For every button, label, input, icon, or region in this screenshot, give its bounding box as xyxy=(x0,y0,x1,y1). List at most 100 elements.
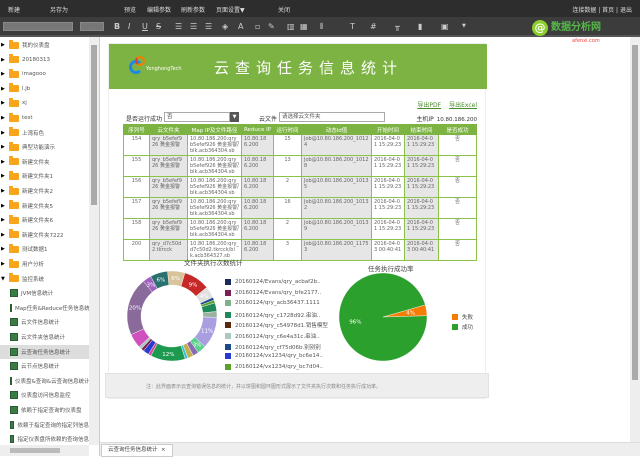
tree-item[interactable]: 云文件夹信息统计 xyxy=(0,330,89,344)
tab-cloud-query-report[interactable]: 云查询任务信息统计 × xyxy=(101,444,173,457)
export-pdf-link[interactable]: 导出PDF xyxy=(417,102,442,109)
collapsed-arrow-icon[interactable]: ▶ xyxy=(1,71,5,78)
collapsed-arrow-icon[interactable]: ▶ xyxy=(1,173,5,180)
align-right-icon[interactable]: ☰ xyxy=(205,22,213,31)
grid-icon[interactable]: # xyxy=(370,22,377,31)
menu-page-settings[interactable]: 页面设置▼ xyxy=(216,7,245,14)
collapsed-arrow-icon[interactable]: ▶ xyxy=(1,144,5,151)
tree-item[interactable]: ▶ test xyxy=(0,111,89,125)
tree-item[interactable]: ▼ 监控系统 xyxy=(0,272,89,286)
collapsed-arrow-icon[interactable]: ▶ xyxy=(1,202,5,209)
tree-item[interactable]: 指定仪表盘所依赖的查询信息 xyxy=(0,432,89,446)
menu-preview[interactable]: 预览 xyxy=(124,7,137,14)
collapsed-arrow-icon[interactable]: ▶ xyxy=(1,56,5,63)
slice-label: 96% xyxy=(349,319,361,325)
pie-slice[interactable] xyxy=(338,272,428,362)
tree-item[interactable]: ▶ 新建文件夹7222 xyxy=(0,228,89,242)
collapsed-arrow-icon[interactable]: ▶ xyxy=(1,246,5,253)
close-tab-icon[interactable]: × xyxy=(161,447,166,453)
font-family-select[interactable] xyxy=(3,22,73,31)
strikethrough-icon[interactable]: S xyxy=(156,22,162,31)
sidebar-horizontal-scrollbar[interactable] xyxy=(0,445,89,456)
tree-item[interactable]: 云文件信息统计 xyxy=(0,315,89,329)
collapsed-arrow-icon[interactable]: ▶ xyxy=(1,188,5,194)
collapsed-arrow-icon[interactable]: ▶ xyxy=(1,85,5,92)
report-canvas: YonghongTech 云查询任务信息统计 导出PDF 导出Excel 是否运… xyxy=(101,37,630,442)
underline-icon[interactable]: U xyxy=(142,22,148,31)
align-center-icon[interactable]: ☰ xyxy=(190,22,198,31)
font-size-select[interactable] xyxy=(80,22,104,31)
menu-refresh-params[interactable]: 刷新参数 xyxy=(181,7,206,14)
tree-item-label: 我的仪表盘 xyxy=(22,43,50,49)
collapsed-arrow-icon[interactable]: ▶ xyxy=(1,217,5,224)
dropdown-arrow-icon[interactable]: ▼ xyxy=(230,112,239,122)
tree-item[interactable]: JVM信息统计 xyxy=(0,286,89,300)
align-left-icon[interactable]: ☰ xyxy=(175,22,183,31)
italic-icon[interactable]: I xyxy=(128,22,131,31)
format-painter-icon[interactable]: ✎ xyxy=(268,22,275,31)
tree-item[interactable]: ▶ l.jb xyxy=(0,82,89,96)
folder-icon xyxy=(9,54,19,64)
tree-item[interactable]: ▶ 新建文件夹5 xyxy=(0,199,89,213)
top-links[interactable]: 连接数据 | 首页 | 退出 xyxy=(572,7,632,14)
expanded-arrow-icon[interactable]: ▼ xyxy=(1,275,5,282)
collapsed-arrow-icon[interactable]: ▶ xyxy=(1,115,5,121)
collapsed-arrow-icon[interactable]: ▶ xyxy=(1,261,5,267)
tree-item[interactable]: 依赖于指定查询的仪表盘 xyxy=(0,403,89,417)
tree-item[interactable]: ▶ 我的仪表盘 xyxy=(0,38,89,52)
table-cell: 155 xyxy=(123,155,150,177)
tree-item[interactable]: ▶ 20180313 xyxy=(0,53,89,67)
report-title: 云查询任务信息统计 xyxy=(214,59,404,77)
tree-item[interactable]: ▶ xj xyxy=(0,96,89,110)
report-icon xyxy=(10,333,18,341)
tree-item[interactable]: ▶ 测试数据1 xyxy=(0,242,89,256)
tree-item[interactable]: 依赖于指定查询的指定列信息 xyxy=(0,418,89,432)
table-cell: Job@10.80.186.200_10135 xyxy=(301,176,372,198)
tree-item[interactable]: 仪表盘访问信息监控 xyxy=(0,388,89,402)
tree-item[interactable]: ▶ 上湾有色 xyxy=(0,126,89,140)
table-icon[interactable]: ╥ xyxy=(395,22,400,31)
export-excel-link[interactable]: 导出Excel xyxy=(449,102,477,109)
bold-icon[interactable]: B xyxy=(114,22,121,31)
menu-new[interactable]: 新建 xyxy=(8,7,21,14)
menu-close[interactable]: 关闭 xyxy=(278,7,291,14)
tree-item[interactable]: ▶ 新建文件夹1 xyxy=(0,169,89,183)
font-color-icon[interactable]: A xyxy=(238,22,244,31)
insert-table-icon[interactable]: ▥ xyxy=(287,22,295,31)
collapsed-arrow-icon[interactable]: ▶ xyxy=(1,42,5,48)
cloud-file-input[interactable]: 请选择云文件夹 xyxy=(279,112,385,122)
border-icon[interactable]: ▫ xyxy=(255,22,261,31)
menu-edit-params[interactable]: 编辑参数 xyxy=(147,7,172,14)
tree-item[interactable]: ▶ 用户分析 xyxy=(0,257,89,271)
tree-item[interactable]: ▶ imagooo xyxy=(0,67,89,81)
tree-item[interactable]: 云查询任务信息统计 xyxy=(0,344,89,359)
sidebar-vertical-scrollbar[interactable] xyxy=(89,37,99,445)
tree-item[interactable]: 云节点信息统计 xyxy=(0,359,89,373)
pie-slice[interactable] xyxy=(150,271,170,289)
insert-crosstab-icon[interactable]: ▦ xyxy=(300,22,308,31)
collapsed-arrow-icon[interactable]: ▶ xyxy=(1,231,5,238)
fill-color-icon[interactable]: ◈ xyxy=(222,22,229,31)
insert-column-icon[interactable]: ⫴ xyxy=(320,22,324,31)
tree-item[interactable]: Map任务&Reduce任务信息统计 xyxy=(0,301,89,315)
tree-item-label: 典型功能演示 xyxy=(22,145,56,152)
menu-save-as[interactable]: 另存为 xyxy=(50,7,69,14)
tree-item[interactable]: ▶ 新建文件夹 xyxy=(0,155,89,169)
report-icon xyxy=(10,435,15,444)
collapsed-arrow-icon[interactable]: ▶ xyxy=(1,100,5,107)
bar-chart-icon[interactable]: ▮ xyxy=(418,22,423,31)
table-cell: 2 xyxy=(273,218,302,240)
folder-icon xyxy=(9,83,19,93)
more-dropdown-icon[interactable]: ▼ xyxy=(462,23,466,29)
text-icon[interactable]: T xyxy=(350,22,355,31)
tree-item[interactable]: ▶ 新建文件夹2 xyxy=(0,184,89,198)
success-filter-select[interactable]: 否 xyxy=(164,112,230,122)
tree-item[interactable]: ▶ 新建文件夹6 xyxy=(0,213,89,227)
tree-item[interactable]: 仪表盘&查询&云查询信息统计 xyxy=(0,374,89,388)
image-icon[interactable]: ▣ xyxy=(441,22,449,31)
collapsed-arrow-icon[interactable]: ▶ xyxy=(1,129,5,136)
tree-item[interactable]: ▶ 典型功能演示 xyxy=(0,140,89,154)
table-cell: Job@10.80.186.200_10128 xyxy=(301,155,372,177)
main-vertical-scrollbar[interactable] xyxy=(630,37,640,442)
collapsed-arrow-icon[interactable]: ▶ xyxy=(1,158,5,165)
